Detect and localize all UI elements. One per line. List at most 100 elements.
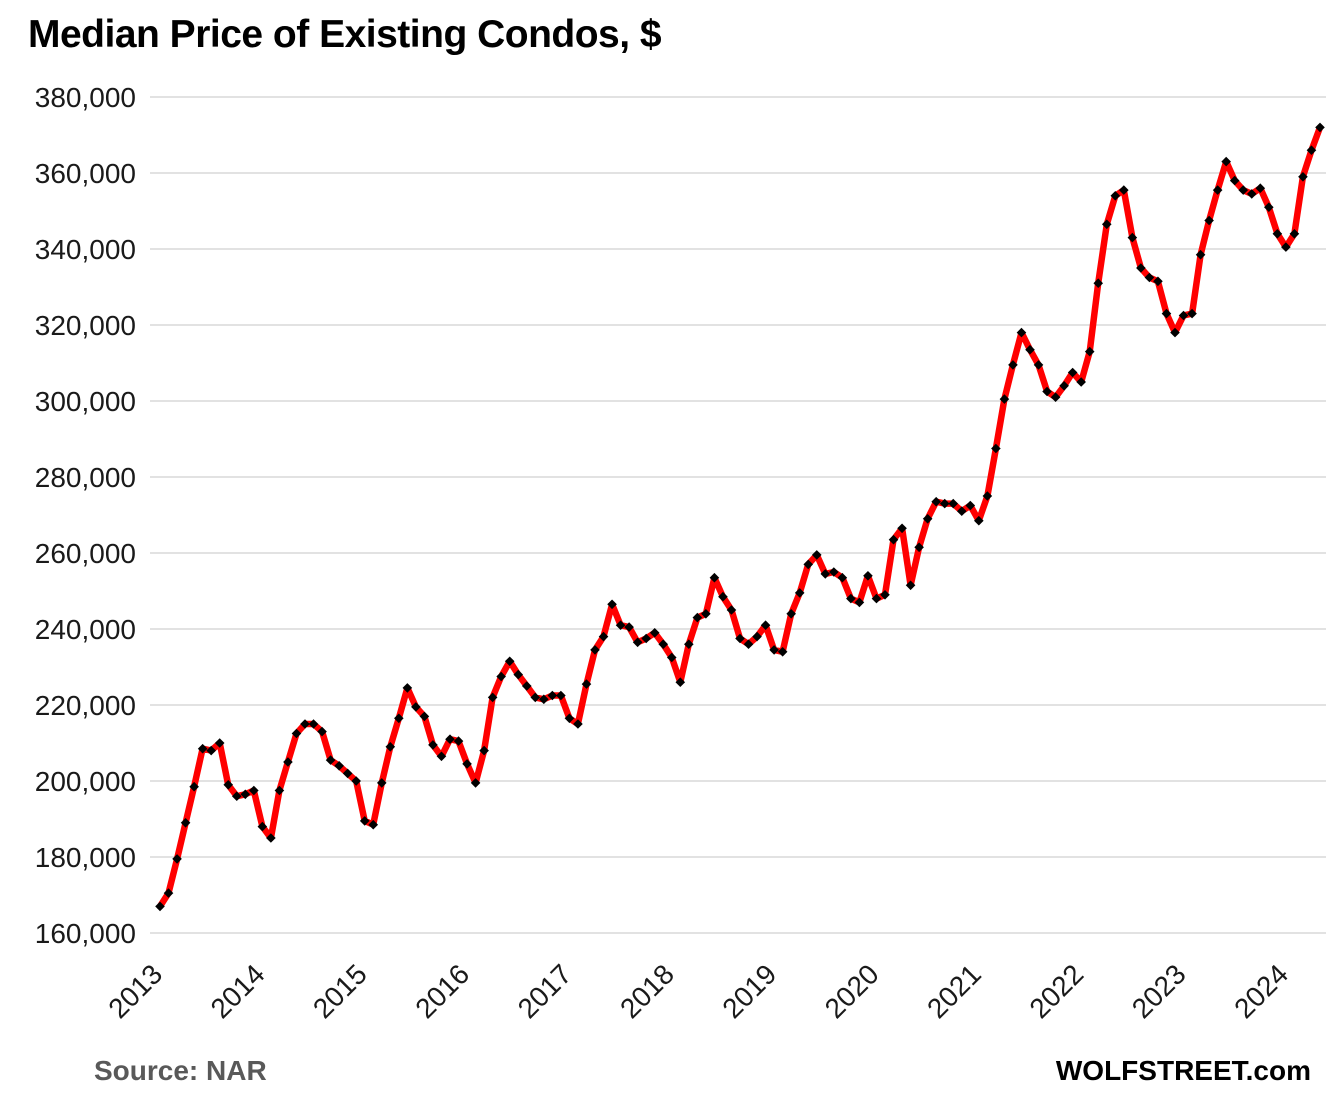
data-point-marker (521, 681, 532, 691)
source-label: Source: NAR (94, 1055, 267, 1086)
data-point-marker (564, 713, 575, 724)
data-point-marker (1178, 310, 1189, 321)
data-point-marker (539, 694, 549, 705)
data-point-marker (436, 751, 447, 762)
data-point-marker (1238, 185, 1249, 195)
y-tick-label: 340,000 (35, 234, 136, 265)
data-point-marker (649, 628, 660, 638)
chart-title: Median Price of Existing Condos, $ (28, 13, 662, 56)
data-point-marker (914, 542, 924, 553)
data-point-marker (948, 498, 959, 509)
data-point-marker (769, 645, 779, 655)
y-tick-label: 200,000 (35, 766, 136, 797)
data-point-marker (479, 745, 489, 756)
data-point-marker (453, 736, 464, 746)
data-point-marker (666, 652, 677, 663)
x-tick-label: 2022 (1023, 958, 1089, 1024)
data-point-marker (1246, 189, 1257, 199)
data-point-marker (752, 631, 762, 642)
x-tick-label: 2020 (819, 958, 885, 1024)
data-point-marker (1221, 156, 1231, 167)
data-point-marker (598, 631, 609, 642)
data-point-marker (325, 755, 336, 765)
data-point-marker (922, 514, 933, 524)
x-tick-label: 2023 (1126, 958, 1192, 1024)
data-point-marker (1161, 308, 1172, 319)
data-point-marker (342, 768, 353, 779)
data-point-marker (1076, 377, 1086, 387)
data-point-marker (1264, 202, 1274, 212)
data-point-marker (274, 785, 285, 796)
x-tick-label: 2015 (307, 958, 373, 1024)
data-point-marker (615, 620, 626, 630)
data-point-marker (641, 633, 651, 644)
y-tick-label: 360,000 (35, 158, 136, 189)
data-point-marker (1059, 381, 1069, 391)
data-point-marker (419, 711, 430, 722)
data-point-marker (223, 780, 234, 790)
data-point-marker (871, 593, 882, 604)
data-point-marker (1110, 191, 1121, 201)
data-point-marker (1212, 185, 1223, 195)
data-point-marker (1144, 272, 1155, 283)
data-point-marker (1204, 215, 1214, 226)
data-point-marker (1119, 185, 1129, 195)
data-point-marker (939, 498, 950, 509)
x-tick-label: 2018 (614, 958, 680, 1024)
y-tick-label: 220,000 (35, 690, 136, 721)
x-tick-label: 2014 (205, 958, 271, 1024)
y-tick-label: 240,000 (35, 614, 136, 645)
data-point-marker (846, 593, 856, 604)
y-axis-labels: 160,000 180,000 200,000 220,000 240,000 260,0… (35, 82, 136, 949)
data-point-marker (1187, 308, 1197, 319)
data-point-marker (197, 743, 208, 754)
data-point-marker (735, 633, 745, 644)
data-point-marker (334, 761, 344, 771)
y-tick-label: 160,000 (35, 918, 136, 949)
data-point-marker (880, 590, 890, 600)
price-series (155, 122, 1325, 912)
data-point-marker (283, 757, 293, 767)
data-point-marker (982, 491, 993, 501)
data-point-marker (811, 550, 822, 560)
data-point-marker (1170, 327, 1180, 338)
data-point-marker (462, 759, 472, 769)
x-axis-labels: 2013 2014 2015 2016 2017 2018 2019 2020 2021 2022… (102, 958, 1294, 1024)
data-point-marker (1008, 360, 1018, 370)
data-point-marker (1127, 232, 1138, 243)
data-point-marker (820, 569, 831, 579)
data-point-marker (1093, 278, 1104, 288)
brand-label: WOLFSTREET.com (1056, 1055, 1311, 1086)
data-point-marker (547, 690, 558, 701)
data-point-marker (829, 567, 839, 577)
data-point-marker (692, 612, 703, 623)
data-point-marker (1153, 276, 1163, 287)
data-point-marker (624, 622, 634, 632)
x-tick-label: 2024 (1228, 958, 1294, 1024)
y-tick-label: 280,000 (35, 462, 136, 493)
x-tick-label: 2021 (921, 958, 987, 1024)
data-point-marker (359, 816, 370, 826)
price-line (156, 124, 1324, 910)
data-point-marker (556, 690, 566, 701)
data-point-marker (1025, 344, 1035, 355)
data-point-marker (709, 572, 720, 583)
data-point-marker (1084, 346, 1095, 357)
data-point-marker (1195, 249, 1206, 260)
data-point-marker (308, 719, 319, 729)
data-point-marker (214, 738, 225, 748)
data-point-marker (786, 609, 796, 619)
data-point-marker (1255, 183, 1266, 193)
data-point-marker (1298, 172, 1308, 182)
data-point-marker (777, 647, 788, 657)
data-point-marker (743, 639, 754, 649)
data-point-marker (863, 571, 873, 581)
data-point-marker (590, 645, 600, 655)
gridlines (150, 96, 1326, 934)
data-point-marker (402, 683, 413, 693)
data-point-marker (1016, 327, 1027, 338)
data-point-marker (513, 669, 524, 680)
data-point-marker (368, 819, 379, 830)
data-point-marker (257, 821, 268, 832)
